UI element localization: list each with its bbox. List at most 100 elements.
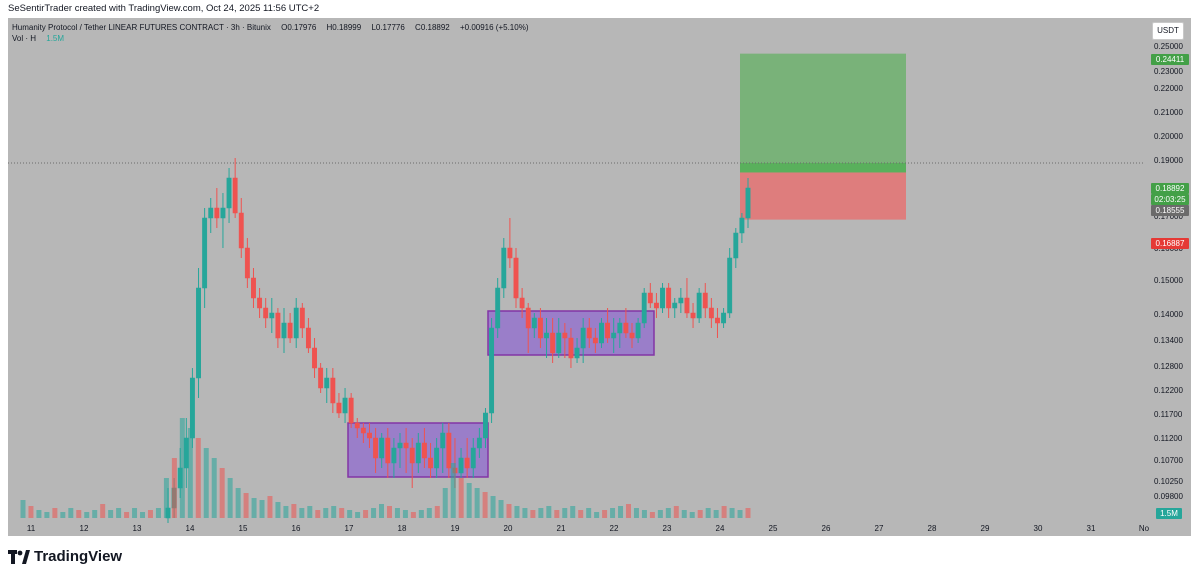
x-tick-label: 26 [822, 524, 831, 533]
candle-body [489, 327, 495, 414]
y-tick-label: 0.13400 [1154, 336, 1183, 345]
volume-bar [187, 428, 193, 518]
volume-bar [140, 512, 146, 518]
candle-body [702, 292, 708, 309]
candle-body [666, 287, 672, 309]
candle-body [403, 442, 409, 449]
volume-bar [379, 504, 385, 518]
candle-body [232, 177, 238, 214]
volume-bar [291, 504, 297, 518]
candle-body [495, 287, 501, 329]
candle-body [739, 217, 745, 234]
volume-bar [108, 510, 114, 518]
volume-bar [610, 508, 616, 518]
candle-body [635, 322, 641, 339]
x-tick-label: 29 [981, 524, 990, 533]
volume-bar [84, 512, 90, 518]
volume-tag: 1.5M [1156, 508, 1182, 519]
candle-body [586, 327, 592, 339]
volume-bar [482, 492, 488, 518]
volume-bar [179, 418, 185, 518]
candle-body [476, 437, 482, 449]
volume-bar [394, 508, 400, 518]
candle-body [708, 307, 714, 319]
candle-body [483, 412, 488, 439]
candle-body [568, 337, 574, 359]
volume-bar [705, 508, 711, 518]
candle-body [507, 247, 513, 259]
brand-name: TradingView [34, 548, 123, 565]
legend-line-2: Vol · H 1.5M [12, 33, 528, 44]
x-tick-label: No [1139, 524, 1150, 533]
volume-bar [665, 508, 671, 518]
y-tick-label: 0.23000 [1154, 67, 1183, 76]
volume-bar [283, 506, 289, 518]
currency-button[interactable]: USDT [1152, 22, 1184, 40]
volume-bar [155, 508, 161, 518]
brand-logo[interactable]: TradingView [8, 548, 122, 565]
candle-body [653, 302, 659, 309]
candle-body [428, 457, 433, 469]
candle-body [293, 307, 299, 339]
candle-body [513, 257, 519, 299]
x-tick-label: 21 [557, 524, 566, 533]
candle-body [312, 347, 317, 369]
candle-body [629, 332, 635, 339]
candle-body [367, 432, 372, 439]
candle-body [660, 287, 665, 309]
candle-body [373, 437, 379, 459]
candle-body [385, 437, 391, 464]
candle-body [324, 377, 330, 389]
volume-bar [371, 508, 377, 518]
volume-bar [116, 508, 122, 518]
volume-bar [235, 488, 241, 518]
candle-body [220, 207, 226, 219]
price-chart[interactable]: 0.250000.240000.230000.220000.210000.200… [8, 18, 1191, 536]
candle-body [238, 212, 244, 249]
volume-bar [721, 506, 727, 518]
countdown-tag: 02:03:25 [1151, 194, 1189, 205]
candle-body [641, 292, 647, 324]
volume-bar [713, 510, 719, 518]
chart-credit: SeSentirTrader created with TradingView.… [8, 3, 320, 14]
x-tick-label: 12 [80, 524, 89, 533]
candle-body [678, 297, 684, 304]
volume-bar [299, 508, 305, 518]
candle-body [226, 177, 232, 209]
candle-body [727, 257, 733, 314]
volume-bar [546, 506, 552, 518]
volume-bar [458, 478, 464, 518]
volume-bar [243, 493, 249, 518]
volume-bar [633, 508, 639, 518]
legend-volume-value: 1.5M [46, 34, 65, 43]
candle-body [257, 297, 263, 309]
volume-bar [673, 506, 679, 518]
volume-bar [418, 510, 424, 518]
volume-bar [227, 478, 233, 518]
chart-legend: Humanity Protocol / Tether LINEAR FUTURE… [12, 22, 528, 44]
volume-bar [92, 510, 98, 518]
legend-high: H0.18999 [326, 23, 362, 32]
candle-body [525, 307, 531, 329]
profit-fill-zone [740, 163, 906, 173]
entry-price-tag: 0.18555 [1151, 205, 1189, 216]
volume-bar [562, 508, 568, 518]
y-tick-label: 0.10250 [1154, 477, 1183, 486]
candle-body [672, 302, 678, 309]
volume-bar [649, 512, 655, 518]
volume-bar [132, 508, 138, 518]
legend-volume-label: Vol · H [12, 34, 37, 43]
candle-body [244, 247, 250, 279]
volume-bar [450, 463, 456, 518]
stop-price-tag: 0.16887 [1151, 238, 1189, 249]
candle-body [556, 332, 562, 354]
y-tick-label: 0.12200 [1154, 386, 1183, 395]
target-zone [740, 53, 906, 173]
chart-area[interactable]: 0.250000.240000.230000.220000.210000.200… [8, 18, 1191, 536]
candle-body [263, 307, 269, 319]
y-tick-label: 0.15000 [1154, 276, 1183, 285]
volume-bar [657, 510, 663, 518]
candle-body [415, 442, 421, 464]
candle-body [421, 442, 427, 459]
volume-bar [60, 512, 66, 518]
